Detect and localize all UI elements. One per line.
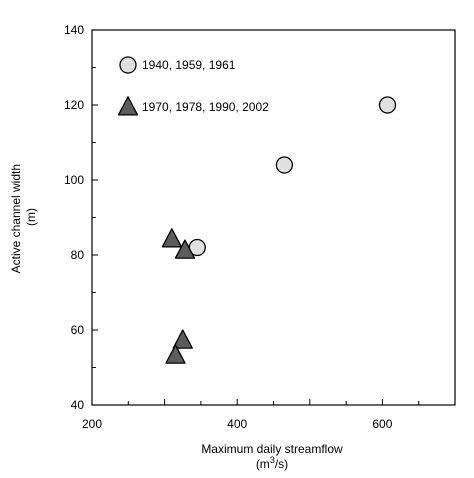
data-point-circle	[275, 156, 294, 174]
y-axis-label: Active channel width	[9, 164, 23, 273]
data-marks	[161, 96, 397, 364]
axis-ticks	[91, 29, 456, 406]
legend-entry-label: 1940, 1959, 1961	[142, 58, 236, 72]
data-point-triangle	[174, 239, 196, 259]
axis-tick-labels: 40 60 80 100 120 140 200 400 600	[64, 23, 393, 431]
x-tick-label: 200	[82, 417, 102, 431]
data-point-triangle	[161, 228, 183, 248]
data-point-circle	[378, 96, 397, 114]
legend: 1940, 1959, 1961 1970, 1978, 1990, 2002	[117, 56, 269, 116]
x-axis-label: Maximum daily streamflow	[201, 442, 343, 456]
x-tick-label: 600	[372, 417, 392, 431]
y-axis-unit: (m)	[24, 208, 38, 226]
y-axis-title: Active channel width (m)	[9, 161, 38, 274]
data-point-triangle	[165, 344, 186, 364]
y-tick-label: 140	[64, 23, 84, 37]
y-tick-label: 80	[71, 248, 85, 262]
legend-circle-marker	[119, 56, 137, 74]
y-tick-label: 100	[64, 173, 84, 187]
x-tick-label: 400	[227, 417, 247, 431]
y-tick-label: 60	[71, 323, 85, 337]
data-point-triangle	[172, 329, 193, 349]
legend-entry-label: 1970, 1978, 1990, 2002	[142, 100, 269, 114]
plot-border	[91, 29, 456, 406]
y-tick-label: 120	[64, 98, 84, 112]
y-tick-label: 40	[71, 398, 85, 412]
legend-triangle-marker	[117, 96, 139, 116]
x-axis-unit: (m3/s)	[256, 455, 288, 471]
plot-frame	[91, 29, 456, 406]
